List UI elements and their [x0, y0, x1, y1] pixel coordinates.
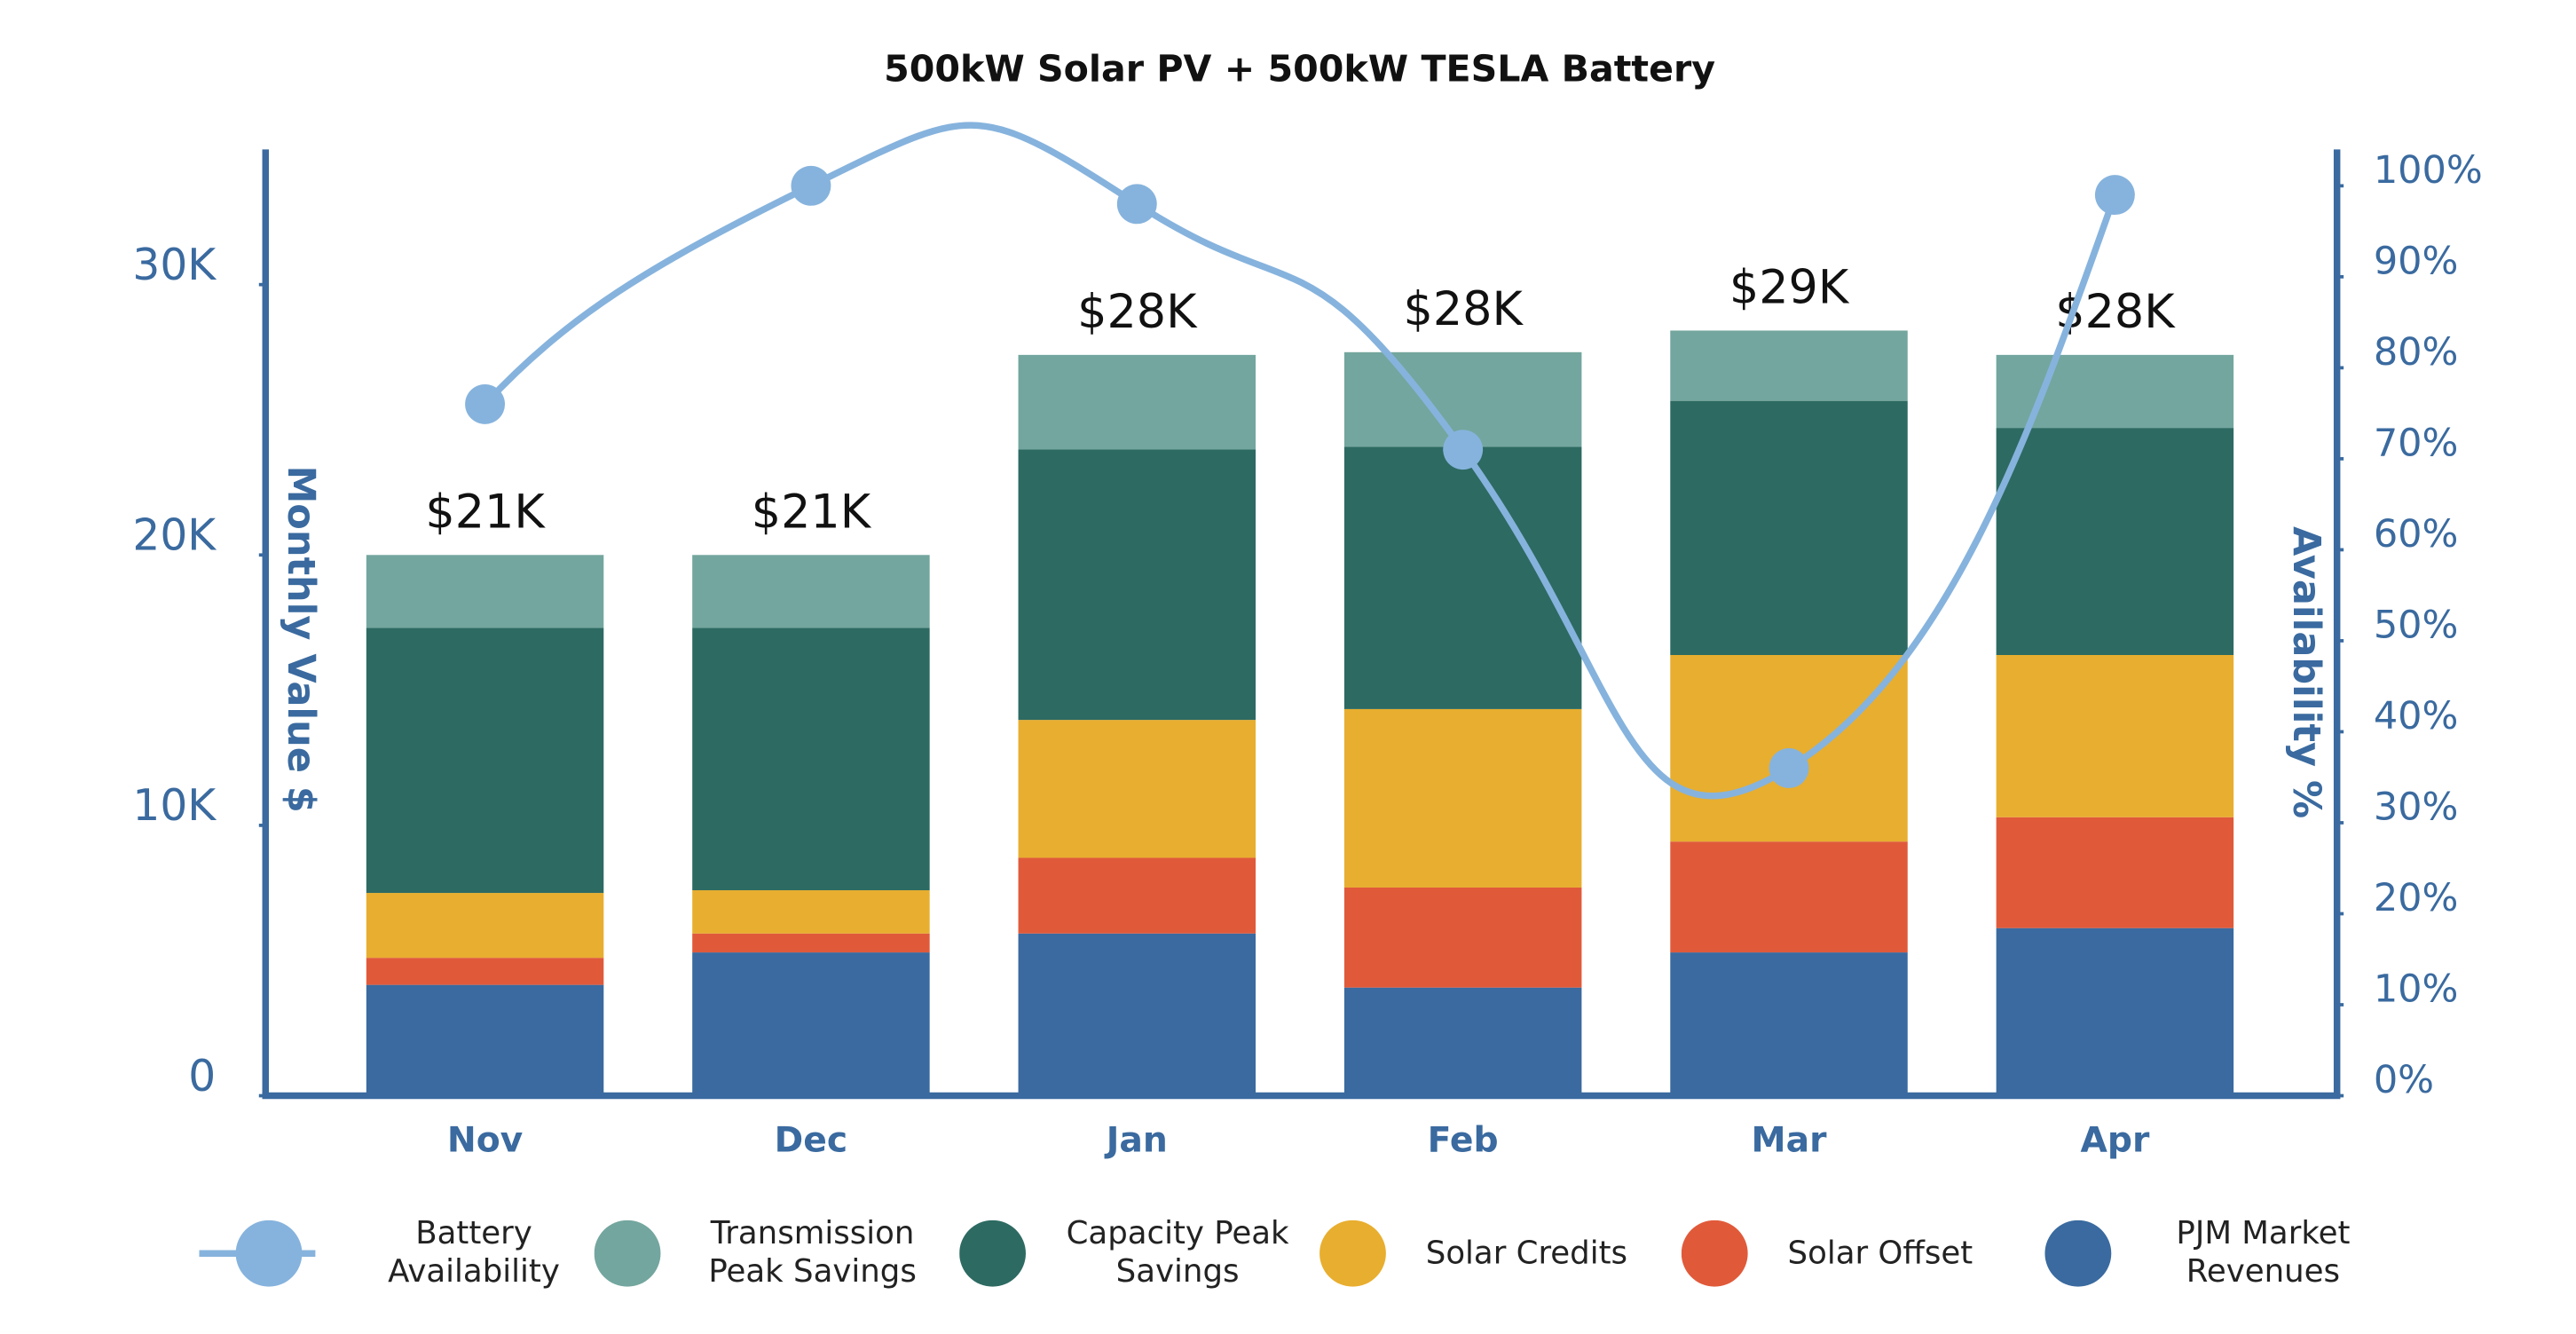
legend-dot — [1681, 1220, 1748, 1287]
legend-swatch — [2044, 1220, 2112, 1287]
bar-segment — [1996, 927, 2234, 1096]
y2-tick-label: 60% — [2374, 512, 2459, 556]
bar-segment — [692, 952, 930, 1096]
bar-segment — [1343, 887, 1582, 988]
x-tick-label: Nov — [447, 1120, 524, 1160]
legend-item: Solar Credits — [1320, 1196, 1627, 1312]
availability-point — [1443, 430, 1484, 470]
y2-tick-label: 30% — [2374, 785, 2459, 830]
bar-segment — [1343, 708, 1582, 888]
y2-tick-label: 0% — [2374, 1058, 2434, 1102]
legend-item: Transmission Peak Savings — [594, 1196, 925, 1312]
bar-segment — [1018, 720, 1256, 858]
bar-segment — [1996, 654, 2234, 817]
x-tick-label: Apr — [2080, 1120, 2149, 1160]
x-tick-label: Feb — [1428, 1120, 1499, 1160]
legend-label: Solar Offset — [1787, 1234, 1973, 1271]
bar-segment — [1996, 817, 2234, 928]
y2-tick-label: 70% — [2374, 421, 2459, 465]
chart-title: 500kW Solar PV + 500kW TESLA Battery — [884, 47, 1715, 90]
legend-dot — [594, 1220, 661, 1287]
y2-tick-label: 100% — [2374, 148, 2483, 193]
y2-tick-label: 40% — [2374, 694, 2459, 738]
y2-tick-label: 90% — [2374, 239, 2459, 283]
legend-swatch — [594, 1220, 661, 1287]
legend-item: Solar Offset — [1681, 1196, 1973, 1312]
y-tick-label: 30K — [132, 241, 217, 290]
legend-swatch — [199, 1220, 316, 1287]
bar-segment — [1018, 933, 1256, 1096]
legend-item: Battery Availability — [199, 1196, 586, 1312]
y2-tick-label: 80% — [2374, 330, 2459, 375]
bar-segment — [1343, 987, 1582, 1096]
legend-swatch — [959, 1220, 1026, 1287]
bar-segment — [692, 890, 930, 934]
total-label: $29K — [1729, 261, 1850, 315]
y2-tick-label: 10% — [2374, 967, 2459, 1012]
y-axis-title: Monthly Value $ — [279, 465, 323, 812]
bar-segment — [692, 628, 930, 891]
legend-item: Capacity Peak Savings — [959, 1196, 1289, 1312]
y2-tick-label: 20% — [2374, 876, 2459, 920]
x-tick-label: Jan — [1104, 1120, 1168, 1160]
legend-swatch — [1681, 1220, 1748, 1287]
legend-item: PJM Market Revenues — [2044, 1196, 2375, 1312]
bar-segment — [1018, 449, 1256, 721]
legend-dot — [959, 1220, 1026, 1287]
chart: 500kW Solar PV + 500kW TESLA Battery Mon… — [132, 47, 2483, 1160]
y2-axis-title: Availability % — [2284, 526, 2328, 818]
bar-segment — [1018, 354, 1256, 450]
legend: Battery Availability Transmission Peak Sa… — [0, 1196, 2576, 1312]
legend-dot — [235, 1220, 303, 1287]
y2-tick-label: 50% — [2374, 603, 2459, 647]
y-tick-label: 20K — [132, 511, 217, 561]
bar-segment — [1996, 428, 2234, 655]
y-tick-label: 0 — [188, 1052, 216, 1101]
bar-segment — [1670, 400, 1908, 655]
legend-label: Battery Availability — [388, 1215, 560, 1291]
legend-label: Solar Credits — [1425, 1234, 1628, 1271]
bar-segment — [1670, 330, 1908, 401]
availability-point — [791, 165, 831, 206]
x-tick-label: Dec — [775, 1120, 848, 1160]
availability-point — [2094, 175, 2135, 216]
bar-segment — [1670, 841, 1908, 953]
bar-segment — [692, 933, 930, 953]
bar-segment — [1018, 857, 1256, 934]
x-tick-label: Mar — [1752, 1120, 1828, 1160]
legend-swatch — [1320, 1220, 1386, 1287]
availability-point — [465, 383, 506, 424]
availability-point — [1769, 748, 1809, 788]
total-label: $21K — [752, 485, 872, 539]
bar-segment — [366, 628, 604, 894]
bar-segment — [366, 893, 604, 959]
bar-segment — [1670, 952, 1908, 1096]
availability-point — [1116, 184, 1157, 225]
legend-label: Transmission Peak Savings — [708, 1215, 917, 1291]
legend-dot — [1320, 1220, 1386, 1287]
legend-label: Capacity Peak Savings — [1066, 1215, 1289, 1291]
total-label: $28K — [1404, 282, 1524, 336]
legend-label: PJM Market Revenues — [2176, 1215, 2351, 1291]
bar-segment — [366, 555, 604, 628]
total-label: $21K — [425, 485, 546, 539]
bar-segment — [366, 984, 604, 1096]
y-tick-label: 10K — [132, 781, 217, 831]
legend-dot — [2044, 1220, 2112, 1287]
total-label: $28K — [1077, 285, 1198, 339]
bar-segment — [692, 555, 930, 628]
bar-segment — [366, 958, 604, 985]
